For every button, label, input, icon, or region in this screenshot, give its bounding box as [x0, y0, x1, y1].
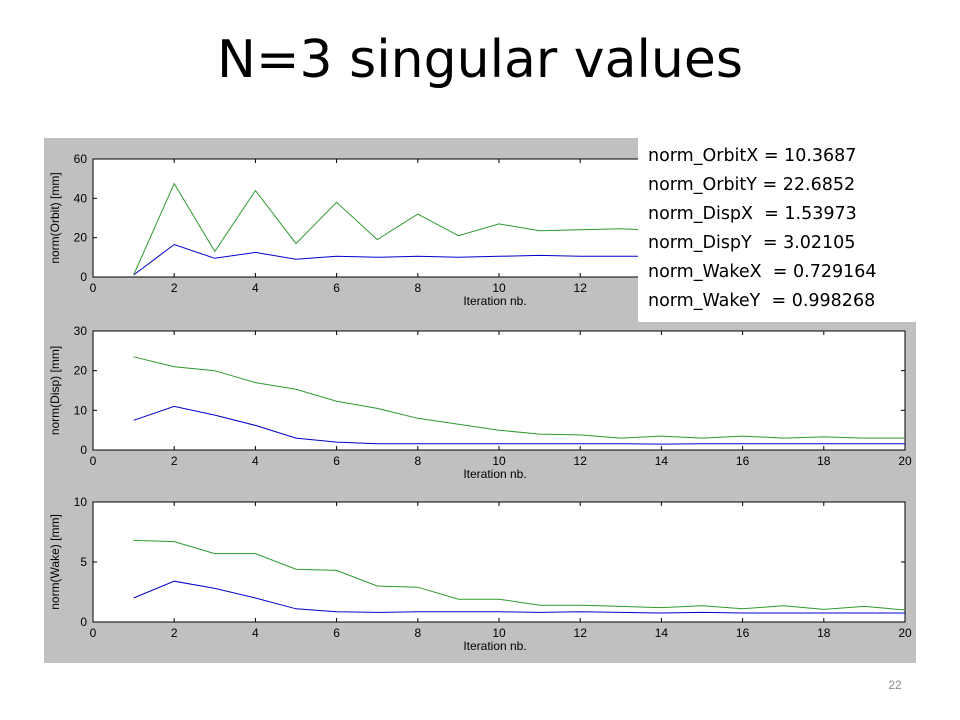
x-axis-label: Iteration nb.	[463, 294, 526, 308]
x-tick-label: 2	[171, 626, 178, 640]
x-tick-label: 16	[736, 454, 750, 468]
x-tick-label: 8	[414, 454, 421, 468]
y-tick-label: 10	[74, 495, 88, 509]
x-tick-label: 18	[817, 454, 831, 468]
x-tick-label: 10	[492, 626, 506, 640]
x-tick-label: 0	[90, 281, 97, 295]
x-tick-label: 0	[90, 454, 97, 468]
x-axis-label: Iteration nb.	[463, 639, 526, 653]
norm-values-box: norm_OrbitX = 10.3687 norm_OrbitY = 22.6…	[638, 137, 916, 322]
x-tick-label: 20	[898, 454, 912, 468]
x-tick-label: 2	[171, 454, 178, 468]
x-tick-label: 6	[333, 281, 340, 295]
x-tick-label: 14	[655, 626, 669, 640]
norm-orbity-text: norm_OrbitY = 22.6852	[648, 175, 856, 195]
y-tick-label: 30	[74, 324, 88, 338]
y-axis-label: norm(Disp) [mm]	[48, 346, 62, 435]
x-tick-label: 6	[333, 454, 340, 468]
norm-dispx-text: norm_DispX = 1.53973	[648, 204, 857, 224]
x-tick-label: 20	[898, 626, 912, 640]
y-tick-label: 20	[74, 231, 88, 245]
page-number: 22	[888, 678, 902, 692]
y-tick-label: 0	[80, 270, 87, 284]
series-line-y	[133, 539, 906, 611]
y-tick-label: 10	[74, 403, 88, 417]
x-tick-label: 10	[492, 281, 506, 295]
x-tick-label: 18	[817, 626, 831, 640]
x-tick-label: 12	[574, 281, 588, 295]
x-tick-label: 16	[736, 626, 750, 640]
x-tick-label: 4	[252, 281, 259, 295]
slide-title: N=3 singular values	[217, 30, 743, 90]
x-tick-label: 4	[252, 454, 259, 468]
y-tick-label: 60	[74, 152, 88, 166]
x-axis-label: Iteration nb.	[463, 467, 526, 481]
norm-dispy-text: norm_DispY = 3.02105	[648, 233, 856, 253]
x-tick-label: 14	[655, 454, 669, 468]
y-tick-label: 20	[74, 364, 88, 378]
y-tick-label: 0	[80, 615, 87, 629]
x-tick-label: 10	[492, 454, 506, 468]
x-tick-label: 6	[333, 626, 340, 640]
plot-area-3	[92, 501, 906, 623]
y-tick-label: 40	[74, 191, 88, 205]
y-tick-label: 5	[80, 555, 87, 569]
y-axis-label: norm(Wake) [mm]	[48, 514, 62, 610]
series-line-y	[133, 356, 905, 439]
x-tick-label: 0	[90, 626, 97, 640]
x-tick-label: 8	[414, 626, 421, 640]
y-axis-label: norm(Orbit) [mm]	[48, 172, 62, 263]
x-tick-label: 12	[574, 454, 588, 468]
plot-area-2	[92, 330, 906, 451]
series-line-x	[133, 405, 905, 445]
x-tick-label: 8	[414, 281, 421, 295]
norm-wakey-text: norm_WakeY = 0.998268	[648, 291, 876, 311]
x-tick-label: 4	[252, 626, 259, 640]
x-tick-label: 2	[171, 281, 178, 295]
series-line-x	[133, 580, 905, 614]
x-tick-label: 12	[574, 626, 588, 640]
norm-wakex-text: norm_WakeX = 0.729164	[648, 262, 877, 282]
y-tick-label: 0	[80, 443, 87, 457]
norm-orbitx-text: norm_OrbitX = 10.3687	[648, 146, 857, 166]
